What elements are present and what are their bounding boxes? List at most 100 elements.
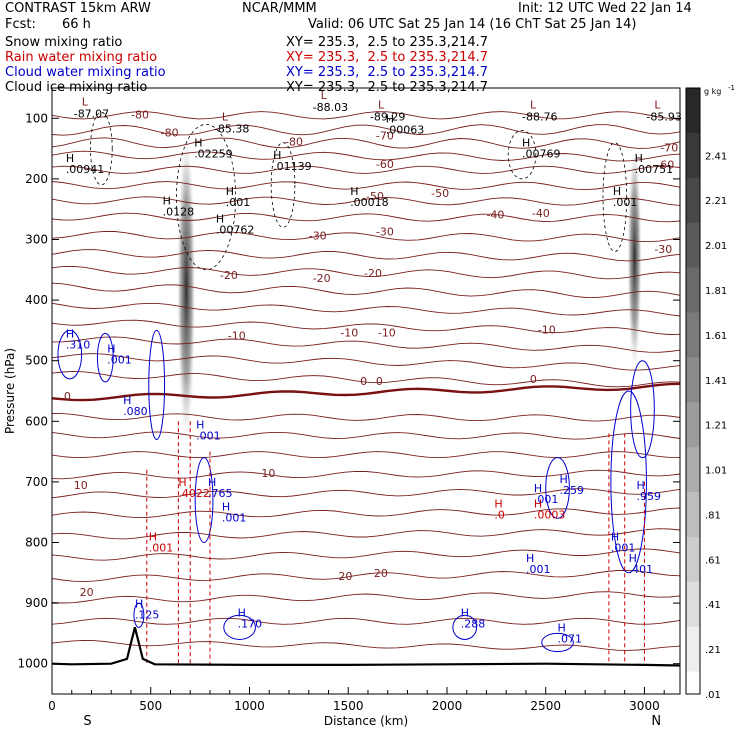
cloud-water-max-value: .125: [135, 608, 160, 621]
cloud-water-contour: [194, 457, 214, 543]
cloud-water-max-marker: H: [461, 606, 469, 619]
temperature-contour: [51, 230, 681, 243]
rain-max-marker: H: [534, 497, 542, 510]
temperature-min-marker: L: [378, 98, 385, 111]
cloud-water-max-marker: H: [534, 482, 542, 495]
cloud-water-contour: [148, 329, 166, 440]
temperature-label: -40: [532, 207, 550, 220]
colorbar-segment: [686, 581, 700, 628]
cloud-water-max-value: .001: [534, 493, 559, 506]
cloud-water-contour: [545, 457, 570, 519]
temperature-label: -70: [660, 142, 678, 155]
temperature-min-marker: L: [222, 110, 229, 123]
temperature-contour: [51, 507, 681, 519]
temperature-label: 0: [376, 375, 383, 388]
y-tick-label: 100: [25, 111, 48, 125]
temperature-label: -30: [309, 230, 327, 243]
cloud-water-max-marker: H: [107, 343, 115, 356]
snow-contour: [90, 111, 113, 186]
temperature-contour: [51, 150, 681, 162]
cloud-water-max-marker: H: [208, 476, 216, 489]
colorbar-segment: [686, 447, 700, 493]
snow-max-value: .01139: [273, 160, 312, 173]
cloud-water-max-marker: H: [611, 531, 619, 544]
model-name: CONTRAST 15km ARW: [5, 1, 151, 16]
snow-max-value: .00941: [66, 163, 105, 176]
y-tick-label: 400: [25, 293, 48, 307]
x-axis-label: Distance (km): [324, 714, 408, 728]
cloud-water-max-value: .288: [461, 617, 486, 630]
cloud-water-max-value: .001: [107, 354, 131, 367]
snow-max-value: .00018: [350, 196, 389, 209]
snow-contour: [602, 142, 628, 253]
temperature-label: 10: [261, 467, 275, 480]
temperature-label: 20: [80, 586, 94, 599]
colorbar-segment: [686, 88, 700, 134]
legend-snow: Snow mixing ratio: [5, 35, 123, 50]
temperature-label: -20: [364, 267, 382, 280]
y-axis-label: Pressure (hPa): [3, 348, 17, 434]
temperature-contour: [51, 181, 681, 191]
legend-cloud-water: Cloud water mixing ratio: [5, 65, 166, 80]
temperature-label: 0: [530, 373, 537, 386]
cloud-water-max-marker: H: [238, 606, 246, 619]
y-tick-label: 900: [25, 596, 48, 610]
colorbar-label: .01: [705, 690, 721, 701]
cloud-water-max-marker: H: [196, 418, 204, 431]
colorbar-segment: [686, 536, 700, 583]
plot-frame: [51, 87, 681, 695]
cloud-water-max-value: .765: [208, 487, 233, 500]
cloud-water-contour: [96, 332, 114, 383]
temperature-min-value: -85.38: [214, 122, 249, 135]
cloud-water-max-marker: H: [123, 394, 131, 407]
temperature-label: -80: [161, 126, 179, 139]
snow-max-value: .0128: [163, 205, 195, 218]
colorbar-label: .41: [705, 600, 721, 611]
cloud-water-max-value: .401: [629, 563, 654, 576]
snow-max-marker: H: [522, 137, 530, 150]
colorbar-frame: [685, 87, 701, 695]
y-tick-label: 200: [25, 172, 48, 186]
colorbar-segment: [686, 267, 700, 313]
x-tick-label: 1000: [234, 699, 265, 713]
snow-max-value: .00751: [635, 163, 674, 176]
fcst-value: 66 h: [62, 17, 91, 32]
colorbar-label: 1.01: [705, 466, 727, 477]
colorbar-segment: [686, 177, 700, 224]
temperature-label: 10: [74, 479, 88, 492]
temperature-label: -20: [313, 272, 331, 285]
rain-max-value: .0003: [534, 508, 566, 521]
colorbar-label: .81: [705, 510, 721, 521]
temperature-label: 0: [360, 375, 367, 388]
temperature-contour: [51, 639, 681, 651]
snow-plume: [177, 137, 196, 438]
temperature-contour: [51, 569, 681, 583]
temperature-contour: [51, 528, 681, 540]
temperature-contour: [51, 591, 681, 604]
cloud-water-max-marker: H: [558, 621, 566, 634]
cloud-water-contour: [630, 360, 655, 459]
colorbar-segment: [686, 402, 700, 448]
temperature-min-value: -88.03: [313, 101, 348, 114]
rain-max-value: .4022: [178, 487, 210, 500]
rain-max-value: .0: [494, 508, 505, 521]
colorbar-label: 1.61: [705, 331, 727, 342]
cloud-water-max-value: .259: [560, 484, 585, 497]
temperature-contour: [51, 137, 681, 149]
cloud-water-max-value: .959: [637, 490, 662, 503]
colorbar-label: 1.81: [705, 286, 727, 297]
rain-max-marker: H: [178, 476, 186, 489]
colorbar-segment: [686, 132, 700, 179]
temperature-contour: [51, 548, 681, 561]
snow-max-marker: H: [350, 185, 358, 198]
terrain-line: [51, 627, 681, 667]
temperature-label: 0: [64, 390, 71, 403]
cloud-water-max-value: .080: [123, 405, 147, 418]
x-tick-label: 1500: [333, 699, 364, 713]
temperature-contour: [51, 124, 681, 136]
snow-max-marker: H: [194, 137, 202, 150]
temperature-label: -20: [220, 269, 238, 282]
temperature-contour: [51, 431, 681, 440]
temperature-label: -80: [131, 108, 149, 121]
cloud-water-contour: [452, 614, 478, 640]
